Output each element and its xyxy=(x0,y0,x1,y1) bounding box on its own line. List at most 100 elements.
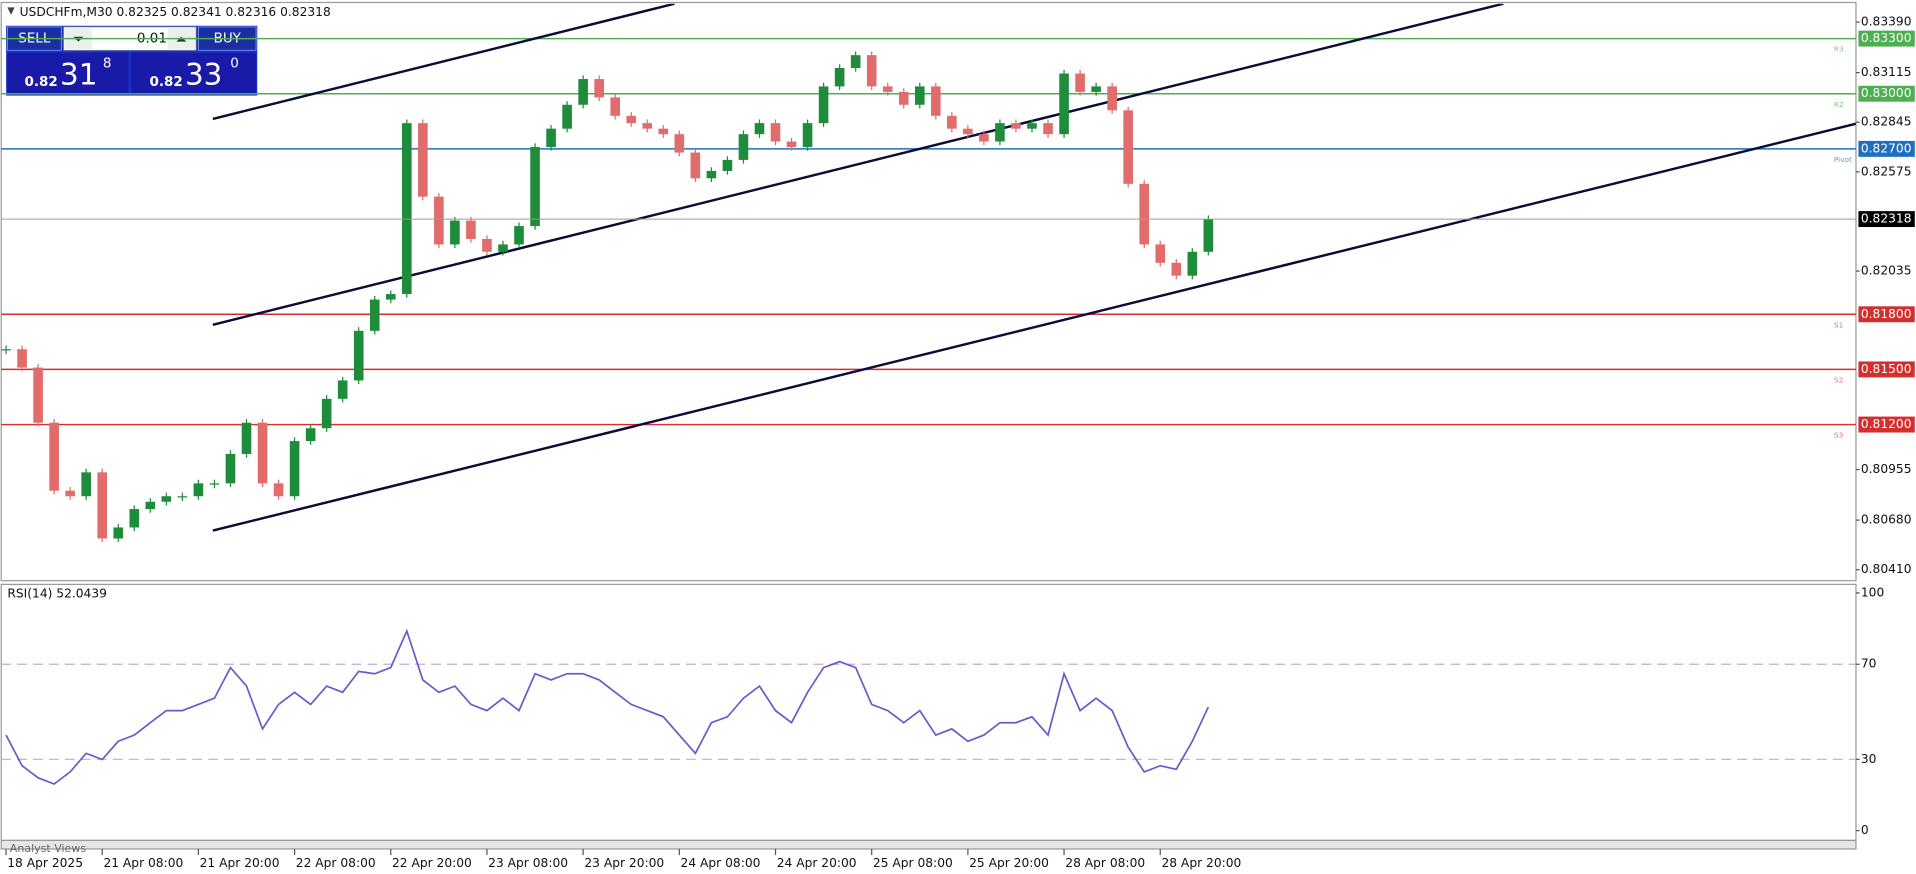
candle xyxy=(482,238,492,252)
candle xyxy=(1027,123,1037,129)
candle xyxy=(450,220,460,245)
candle xyxy=(385,294,396,300)
level-name: S2 xyxy=(1834,375,1843,384)
x-tick-label: 25 Apr 08:00 xyxy=(873,856,953,870)
candle xyxy=(1155,244,1166,263)
rsi-tick-label: 70 xyxy=(1861,657,1877,671)
candle xyxy=(305,428,316,442)
level-name: R2 xyxy=(1834,100,1844,109)
candle xyxy=(1139,183,1150,245)
level-label: 0.83000 xyxy=(1861,86,1912,100)
candle xyxy=(145,501,156,510)
level-label-bg xyxy=(1858,306,1915,323)
candle xyxy=(754,123,765,135)
candle xyxy=(562,104,572,129)
candle xyxy=(418,123,428,197)
candle xyxy=(289,441,300,497)
candle xyxy=(947,115,957,129)
candle xyxy=(177,496,188,498)
candle xyxy=(546,128,556,148)
bid-big: 0.82 xyxy=(25,74,58,90)
candle xyxy=(690,152,701,179)
candle xyxy=(818,86,829,124)
trendline xyxy=(212,3,675,121)
y-tick-label: 0.83390 xyxy=(1861,15,1912,29)
candle xyxy=(1059,73,1069,135)
x-tick-label: 22 Apr 08:00 xyxy=(296,856,376,870)
bid-box[interactable] xyxy=(7,52,129,95)
candle xyxy=(1075,73,1085,92)
analyst-views[interactable]: Analyst Views xyxy=(10,842,87,855)
level-name: S3 xyxy=(1834,431,1844,440)
rsi-line xyxy=(5,628,1210,786)
level-label: 0.83300 xyxy=(1861,31,1912,45)
candle xyxy=(1,349,11,351)
candle xyxy=(466,220,476,239)
y-tick-label: 0.82035 xyxy=(1861,264,1912,278)
candle xyxy=(1107,86,1117,111)
candle xyxy=(514,226,524,245)
candle xyxy=(658,128,669,135)
candle xyxy=(995,123,1005,142)
candle xyxy=(594,79,604,98)
candle xyxy=(706,170,717,179)
candle xyxy=(337,380,348,399)
main-panel-frame xyxy=(0,1,1857,582)
candle xyxy=(193,483,204,497)
candle xyxy=(273,483,284,497)
x-tick-label: 22 Apr 20:00 xyxy=(392,856,472,870)
candle xyxy=(1123,110,1133,184)
y-tick-label: 0.83115 xyxy=(1861,65,1912,79)
level-label: 0.81500 xyxy=(1861,362,1912,376)
rsi-tick-label: 30 xyxy=(1861,752,1877,766)
x-tick-label: 23 Apr 08:00 xyxy=(488,856,568,870)
candle xyxy=(434,196,444,245)
bid-main: 31 xyxy=(60,57,97,91)
symbol-icon xyxy=(7,7,15,15)
candle xyxy=(241,422,252,454)
candle xyxy=(931,86,941,116)
candle xyxy=(129,509,140,528)
candle xyxy=(225,453,236,484)
candle xyxy=(626,115,637,124)
candle xyxy=(1203,219,1214,252)
bottom-bar xyxy=(0,839,1857,850)
ask-box[interactable] xyxy=(131,52,257,95)
candle xyxy=(722,159,733,171)
candle xyxy=(642,123,653,129)
level-label-bg xyxy=(1858,30,1915,47)
candle xyxy=(802,123,813,148)
y-tick-label: 0.80410 xyxy=(1861,562,1912,576)
candle xyxy=(979,134,989,142)
x-tick-label: 18 Apr 2025 xyxy=(7,856,83,870)
candle xyxy=(770,123,781,142)
candle xyxy=(161,496,172,502)
trendline xyxy=(212,3,1504,326)
candle xyxy=(97,472,108,539)
x-tick-label: 25 Apr 20:00 xyxy=(969,856,1049,870)
symbol-info: USDCHFm,M30 0.82325 0.82341 0.82316 0.82… xyxy=(20,5,331,19)
candle xyxy=(834,68,845,87)
x-tick-label: 24 Apr 08:00 xyxy=(681,856,761,870)
current-price-bg xyxy=(1858,211,1915,228)
rsi-tick-label: 100 xyxy=(1861,585,1884,599)
candle xyxy=(1187,251,1198,276)
ask-pip: 0 xyxy=(230,56,239,72)
candle xyxy=(401,123,412,295)
x-tick-label: 24 Apr 20:00 xyxy=(777,856,857,870)
candle xyxy=(49,422,59,491)
current-price-label: 0.82318 xyxy=(1861,212,1912,226)
level-name: S1 xyxy=(1834,320,1843,329)
rsi-title: RSI(14) 52.0439 xyxy=(7,587,107,601)
candle xyxy=(209,483,220,485)
level-label: 0.81800 xyxy=(1861,307,1912,321)
candle xyxy=(113,527,124,539)
trendline xyxy=(212,122,1856,532)
level-label-bg xyxy=(1858,416,1915,433)
candle xyxy=(850,55,861,69)
candle xyxy=(963,128,973,135)
candle xyxy=(674,134,685,153)
level-label-bg xyxy=(1858,140,1915,157)
